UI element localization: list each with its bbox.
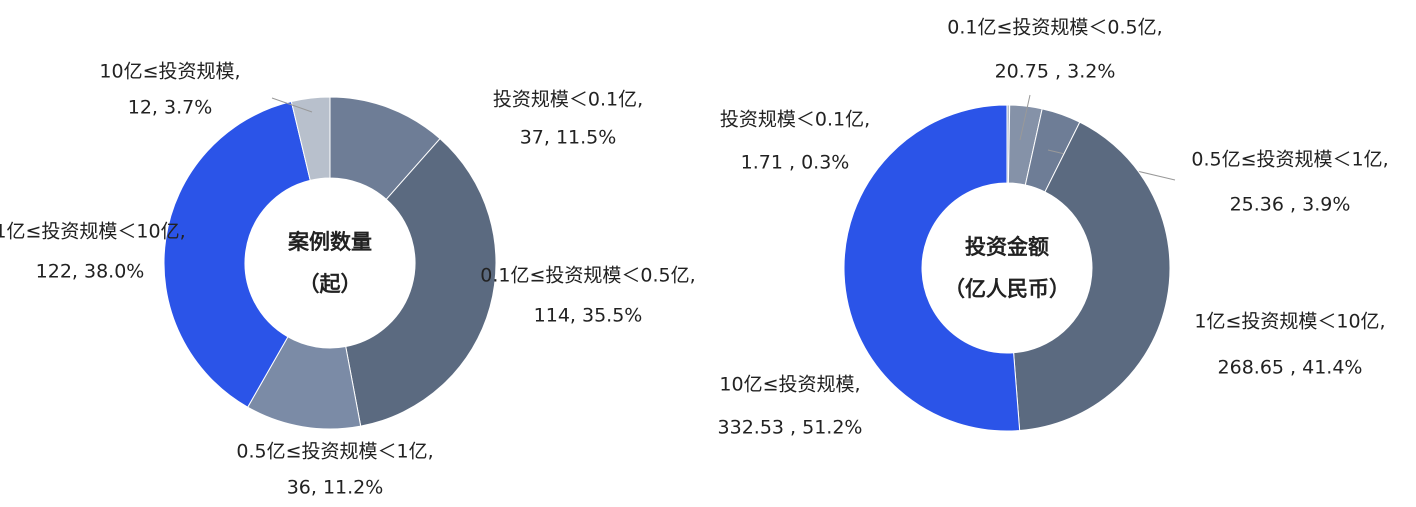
value-label: 12, 3.7% <box>128 97 213 119</box>
category-label: 1亿≤投资规模＜10亿, <box>1194 311 1385 333</box>
value-label: 122, 38.0% <box>36 261 145 283</box>
category-label: 投资规模＜0.1亿, <box>720 109 870 131</box>
center-subtitle: （亿人民币） <box>944 277 1070 301</box>
category-label: 10亿≤投资规模, <box>719 374 860 396</box>
value-label: 114, 35.5% <box>534 305 643 327</box>
category-label: 0.1亿≤投资规模＜0.5亿, <box>480 265 695 287</box>
category-label: 1亿≤投资规模＜10亿, <box>0 221 186 243</box>
donut-slice <box>1013 121 1171 432</box>
value-label: 36, 11.2% <box>287 477 384 499</box>
value-label: 20.75 , 3.2% <box>995 61 1116 83</box>
category-label: 投资规模＜0.1亿, <box>493 89 643 111</box>
category-label: 0.1亿≤投资规模＜0.5亿, <box>947 17 1162 39</box>
donut-slice <box>163 100 311 408</box>
center-subtitle: （起） <box>299 272 362 296</box>
donut-slice <box>290 96 331 181</box>
category-label: 10亿≤投资规模, <box>99 61 240 83</box>
category-label: 0.5亿≤投资规模＜1亿, <box>236 441 433 463</box>
value-label: 332.53 , 51.2% <box>718 417 863 439</box>
leader-line <box>1019 94 1031 141</box>
value-label: 1.71 , 0.3% <box>741 152 850 174</box>
center-title: 投资金额 <box>965 235 1049 259</box>
donut-slice <box>345 137 497 427</box>
donut-slice <box>843 104 1021 432</box>
value-label: 37, 11.5% <box>520 127 617 149</box>
center-title: 案例数量 <box>287 230 372 254</box>
value-label: 268.65 , 41.4% <box>1218 357 1363 379</box>
value-label: 25.36 , 3.9% <box>1230 194 1351 216</box>
category-label: 0.5亿≤投资规模＜1亿, <box>1191 149 1388 171</box>
leader-line <box>271 97 313 113</box>
